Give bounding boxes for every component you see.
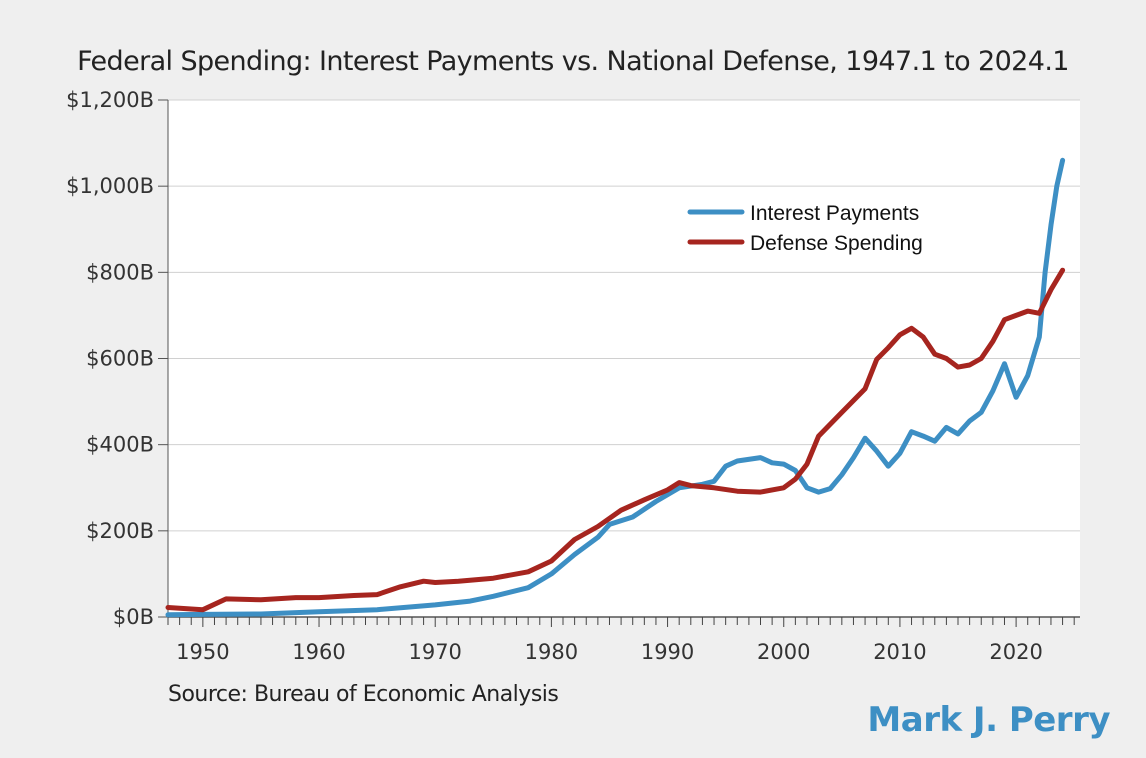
source-note: Source: Bureau of Economic Analysis [168, 682, 559, 707]
legend-label: Defense Spending [750, 232, 923, 255]
x-tick-label: 2020 [989, 640, 1042, 664]
x-tick-label: 1970 [408, 640, 461, 664]
y-tick-label: $200B [86, 519, 154, 543]
x-tick-label: 1950 [176, 640, 229, 664]
x-tick-label: 1990 [641, 640, 694, 664]
defense-spending-line [165, 267, 1066, 613]
x-tick-label: 2000 [757, 640, 810, 664]
x-tick-label: 2010 [873, 640, 926, 664]
axes: $0B $200B $400B $600B $800B $1,000B $1,200B 195… [66, 88, 1080, 664]
grid-lines [168, 99, 1080, 532]
interest-payments-line [165, 157, 1066, 618]
y-tick-label: $1,200B [66, 88, 154, 112]
legend: Interest Payments Defense Spending [687, 202, 923, 255]
y-tick-label: $400B [86, 433, 154, 457]
y-tick-label: $600B [86, 347, 154, 371]
author-credit: Mark J. Perry [867, 700, 1110, 740]
chart-title: Federal Spending: Interest Payments vs. … [77, 46, 1069, 77]
y-tick-label: $800B [86, 260, 154, 284]
y-tick-label: $1,000B [66, 174, 154, 198]
series-lines [165, 157, 1066, 618]
x-tick-label: 1960 [292, 640, 345, 664]
legend-label: Interest Payments [750, 202, 919, 225]
y-tick-label: $0B [113, 605, 154, 629]
x-tick-label: 1980 [525, 640, 578, 664]
